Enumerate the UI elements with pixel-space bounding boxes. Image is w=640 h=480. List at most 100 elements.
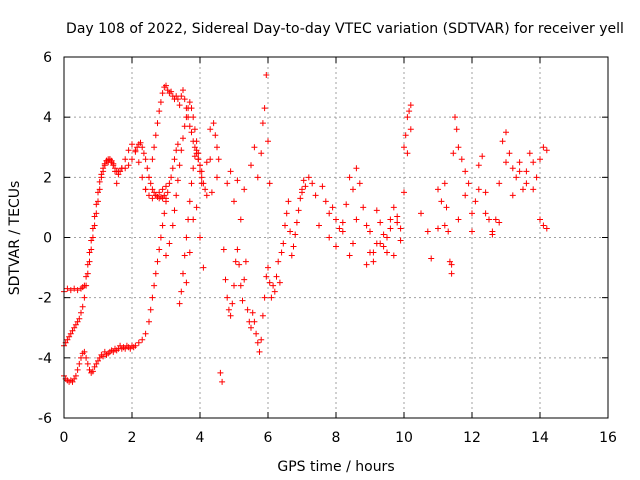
data-point (475, 162, 482, 169)
data-point (96, 186, 103, 193)
data-point (503, 159, 509, 166)
data-point (163, 183, 169, 190)
data-point (343, 201, 350, 208)
data-point (101, 348, 108, 355)
data-point (147, 306, 154, 313)
data-series (435, 159, 550, 268)
data-series (61, 141, 181, 385)
data-point (435, 225, 441, 232)
data-point (333, 216, 339, 223)
data-point (78, 354, 84, 361)
data-point (183, 234, 190, 241)
data-series (316, 102, 414, 268)
data-point (208, 189, 215, 196)
data-point (486, 216, 492, 223)
data-point (190, 165, 197, 172)
data-point (227, 168, 234, 175)
y-tick-label: 4 (43, 110, 52, 126)
data-point (135, 159, 142, 166)
data-point (89, 234, 96, 241)
data-point (176, 162, 183, 169)
data-point (482, 210, 489, 217)
data-point (76, 315, 83, 322)
data-point (350, 240, 356, 247)
data-point (516, 168, 523, 175)
data-point (261, 105, 268, 112)
data-point (71, 375, 78, 382)
data-point (373, 207, 380, 214)
data-point (418, 210, 424, 217)
data-point (275, 258, 282, 265)
data-point (462, 192, 469, 199)
data-point (428, 255, 435, 262)
data-point (74, 287, 81, 294)
data-point (239, 297, 246, 304)
data-point (523, 180, 530, 187)
data-point (293, 219, 300, 226)
grid-lines (64, 57, 608, 418)
data-point (127, 345, 134, 352)
data-point (339, 219, 346, 226)
data-point (74, 366, 81, 373)
data-point (346, 252, 353, 259)
y-tick-label: 0 (43, 231, 52, 247)
data-point (151, 282, 158, 289)
data-point (176, 300, 183, 307)
data-point (132, 342, 139, 349)
data-point (232, 258, 239, 265)
data-point (268, 294, 275, 301)
data-point (98, 174, 105, 181)
data-point (181, 96, 188, 103)
data-point (297, 195, 304, 202)
data-point (299, 189, 305, 196)
data-point (312, 192, 319, 199)
data-point (113, 180, 120, 187)
data-point (516, 159, 523, 166)
x-tick-label: 14 (531, 430, 549, 446)
x-tick-label: 4 (196, 430, 205, 446)
data-point (193, 204, 200, 211)
data-point (139, 336, 146, 343)
data-point (404, 150, 411, 157)
data-point (215, 156, 222, 163)
x-tick-label: 2 (128, 430, 137, 446)
data-point (193, 138, 200, 145)
data-point (370, 258, 377, 265)
x-tick-label: 12 (463, 430, 481, 446)
data-point (197, 162, 203, 169)
data-point (530, 159, 537, 166)
data-point (140, 150, 147, 157)
data-point (202, 186, 209, 193)
data-point (95, 189, 101, 196)
data-point (69, 378, 76, 385)
data-point (214, 174, 220, 181)
data-point (295, 207, 302, 214)
data-point (142, 330, 149, 337)
data-point (96, 354, 103, 361)
data-point (67, 330, 74, 337)
data-point (537, 156, 543, 163)
data-point (139, 174, 146, 181)
data-point (540, 222, 547, 229)
data-point (453, 126, 460, 133)
data-point (450, 150, 457, 157)
data-point (241, 276, 248, 283)
data-point (387, 225, 394, 232)
data-point (188, 180, 195, 187)
data-point (129, 141, 135, 148)
data-point (84, 261, 91, 268)
data-point (384, 234, 390, 241)
data-point (283, 210, 290, 217)
data-point (88, 237, 95, 244)
data-point (173, 147, 180, 154)
data-point (452, 114, 458, 121)
data-point (377, 240, 384, 247)
data-point (256, 348, 263, 355)
data-point (186, 123, 193, 130)
data-point (326, 210, 333, 217)
x-tick-label: 10 (395, 430, 413, 446)
data-point (258, 150, 265, 157)
data-point (64, 285, 71, 292)
data-point (135, 339, 142, 346)
data-point (363, 261, 370, 268)
